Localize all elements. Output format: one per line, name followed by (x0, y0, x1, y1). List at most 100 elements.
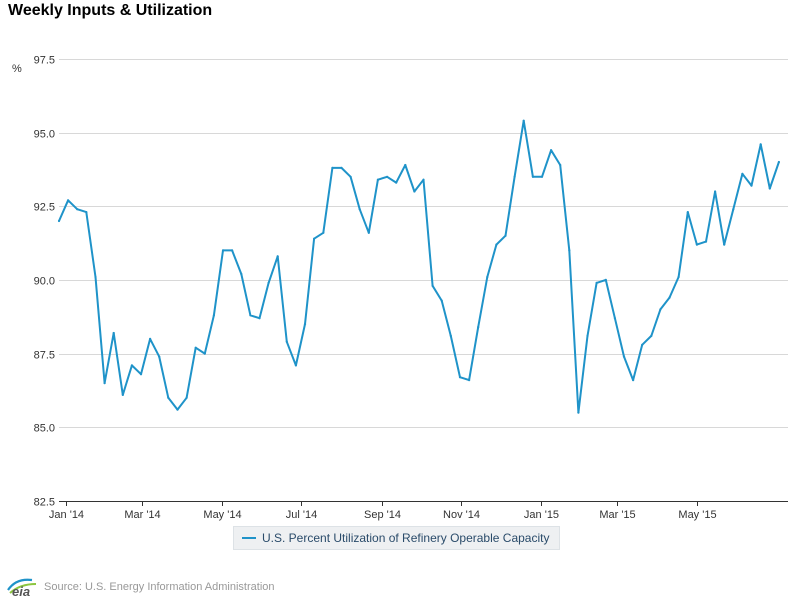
data-point (313, 237, 316, 240)
x-tick-label: Sep '14 (364, 509, 401, 521)
data-point (422, 178, 425, 181)
data-point (431, 284, 434, 287)
x-tick-label: Jul '14 (286, 509, 317, 521)
data-point (477, 326, 480, 329)
data-point (167, 396, 170, 399)
data-point (404, 163, 407, 167)
data-point (249, 314, 252, 317)
data-point (176, 408, 179, 411)
data-point (495, 243, 498, 246)
data-point (550, 149, 553, 152)
data-point (203, 352, 206, 355)
data-point (714, 190, 717, 193)
data-point (267, 281, 270, 284)
data-point (613, 317, 617, 320)
data-point (622, 355, 626, 358)
data-point (76, 208, 79, 211)
data-point (568, 249, 571, 252)
data-point (723, 243, 726, 246)
data-point (440, 299, 443, 302)
data-point (185, 396, 188, 399)
data-point (777, 160, 781, 164)
series-line (58, 119, 780, 414)
legend[interactable]: U.S. Percent Utilization of Refinery Ope… (233, 526, 561, 550)
data-point (322, 231, 325, 234)
x-tick-label: May '14 (203, 509, 241, 521)
x-tick-label: May '15 (678, 509, 716, 521)
data-point (349, 175, 352, 178)
data-point (522, 119, 525, 122)
data-point (85, 211, 88, 214)
data-point (67, 199, 70, 202)
data-point (276, 255, 279, 258)
data-point (686, 211, 689, 214)
data-point (540, 175, 544, 178)
data-point (231, 249, 234, 252)
data-point (449, 334, 452, 337)
data-point (258, 317, 261, 320)
y-tick-label: 85.0 (34, 423, 55, 435)
data-point (376, 178, 379, 181)
y-tick-label: 87.5 (34, 350, 55, 362)
data-point (632, 379, 635, 382)
eia-logo-icon: eia (7, 578, 37, 598)
data-point (650, 334, 653, 337)
legend-swatch (242, 537, 256, 539)
x-tick-label: Mar '15 (599, 509, 635, 521)
eia-logo-text: eia (12, 584, 30, 598)
data-point (641, 343, 644, 346)
data-point (677, 275, 680, 279)
x-tick-label: Nov '14 (443, 509, 480, 521)
data-point (659, 308, 662, 311)
data-point (121, 393, 124, 396)
y-tick-label: 97.5 (34, 55, 55, 67)
gridlines (59, 59, 788, 428)
data-point (604, 278, 607, 281)
y-tick-label: 82.5 (34, 497, 55, 509)
data-point (221, 249, 225, 252)
y-tick-label: 90.0 (34, 276, 55, 288)
data-point (586, 334, 589, 337)
data-point (112, 331, 115, 335)
legend-label: U.S. Percent Utilization of Refinery Ope… (262, 531, 550, 545)
data-point (595, 281, 598, 284)
data-point (413, 190, 416, 193)
data-point (468, 379, 471, 382)
data-point (504, 234, 507, 237)
data-point (103, 382, 106, 385)
data-point (194, 346, 197, 349)
data-point (732, 208, 735, 211)
data-point (768, 187, 771, 190)
data-point (240, 272, 243, 276)
data-point (367, 231, 370, 234)
data-point (386, 175, 389, 178)
y-tick-label: 92.5 (34, 202, 55, 214)
data-point (303, 323, 307, 326)
data-point (130, 364, 133, 367)
data-point (750, 184, 753, 187)
x-tick-label: Mar '14 (124, 509, 160, 521)
data-point (294, 364, 297, 367)
data-point (212, 314, 215, 317)
data-point (458, 376, 462, 379)
x-tick-label: Jan '14 (49, 509, 84, 521)
data-point (759, 143, 762, 146)
page-title: Weekly Inputs & Utilization (8, 2, 213, 19)
x-tick-label: Jan '15 (524, 509, 559, 521)
data-point (513, 175, 516, 178)
source-note: Source: U.S. Energy Information Administ… (44, 581, 275, 593)
data-point (704, 240, 708, 243)
data-point (331, 166, 334, 169)
data-point (559, 163, 562, 167)
data-point (741, 172, 744, 175)
footer: eia Source: U.S. Energy Information Admi… (6, 576, 275, 598)
data-point (149, 337, 152, 340)
series-layer (57, 119, 781, 414)
data-point (340, 166, 343, 169)
y-axis-unit: % (12, 63, 22, 75)
data-point (577, 411, 580, 414)
data-point (285, 340, 288, 343)
data-point (94, 275, 97, 279)
data-point (358, 208, 361, 211)
